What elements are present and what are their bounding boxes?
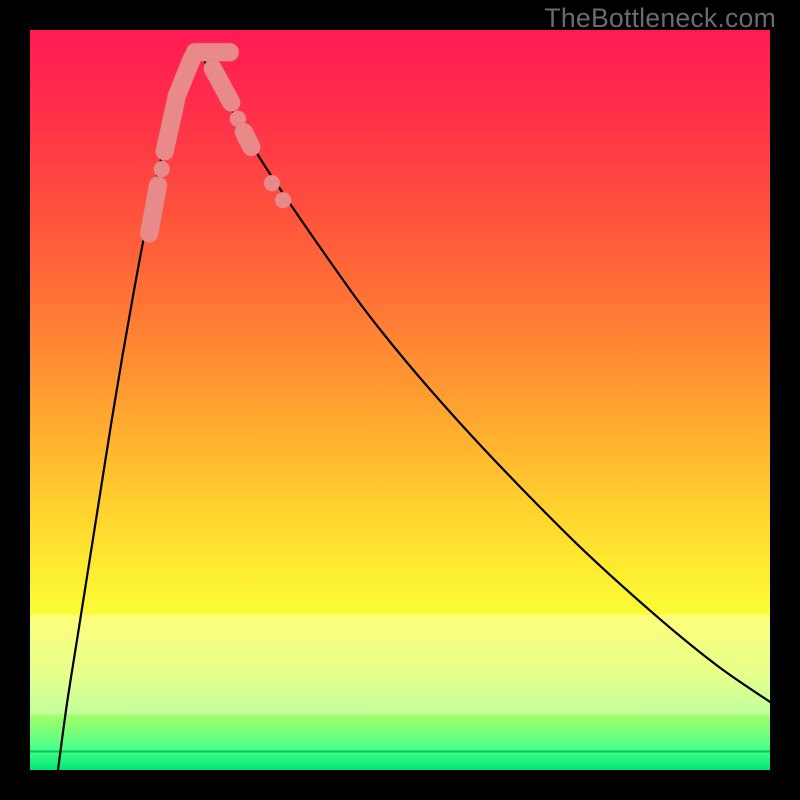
marker-capsule [213,68,232,102]
chart-overlay-svg [30,30,770,770]
marker-dot [264,175,280,191]
marker-capsule [244,132,251,147]
plot-area [30,30,770,770]
marker-capsule [149,185,158,233]
markers-group [149,52,292,233]
marker-capsule [165,101,176,151]
marker-dot [154,161,170,177]
chart-frame: TheBottleneck.com [0,0,800,800]
marker-dot [275,192,291,208]
pale-band [30,615,770,715]
watermark-text: TheBottleneck.com [544,3,776,34]
marker-capsule [177,58,193,96]
